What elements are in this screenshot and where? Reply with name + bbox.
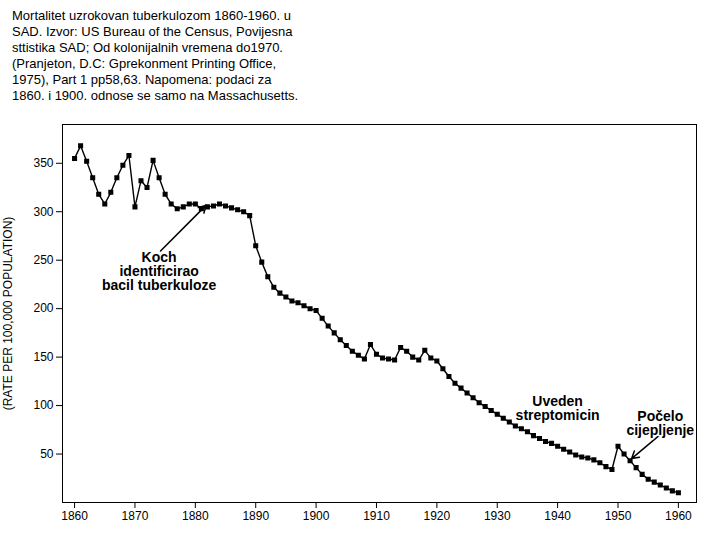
- svg-text:1930: 1930: [484, 509, 511, 523]
- svg-text:(RATE PER 100,000 POPULATION): (RATE PER 100,000 POPULATION): [1, 217, 15, 411]
- svg-text:1940: 1940: [544, 509, 571, 523]
- svg-text:1950: 1950: [605, 509, 632, 523]
- svg-text:1870: 1870: [122, 509, 149, 523]
- svg-text:250: 250: [33, 253, 53, 267]
- html-text:Mortalitet uzrokovan tuberkulo: Mortalitet uzrokovan tuberkulozom 1860-1…: [12, 8, 299, 103]
- svg-text:Kochidentificiraobacil tuberku: Kochidentificiraobacil tuberkuloze: [102, 249, 217, 293]
- svg-text:50: 50: [40, 447, 54, 461]
- svg-text:1910: 1910: [363, 509, 390, 523]
- svg-text:1900: 1900: [303, 509, 330, 523]
- svg-text:Počelocijepljenje: Počelocijepljenje: [626, 408, 694, 438]
- svg-text:1860: 1860: [61, 509, 88, 523]
- svg-text:Uvedenstreptomicin: Uvedenstreptomicin: [516, 393, 600, 423]
- svg-text:1880: 1880: [182, 509, 209, 523]
- svg-text:1890: 1890: [242, 509, 269, 523]
- svg-text:1920: 1920: [424, 509, 451, 523]
- svg-text:300: 300: [33, 205, 53, 219]
- svg-text:150: 150: [33, 350, 53, 364]
- svg-text:1960: 1960: [665, 509, 692, 523]
- svg-text:200: 200: [33, 301, 53, 315]
- svg-text:100: 100: [33, 398, 53, 412]
- svg-text:350: 350: [33, 156, 53, 170]
